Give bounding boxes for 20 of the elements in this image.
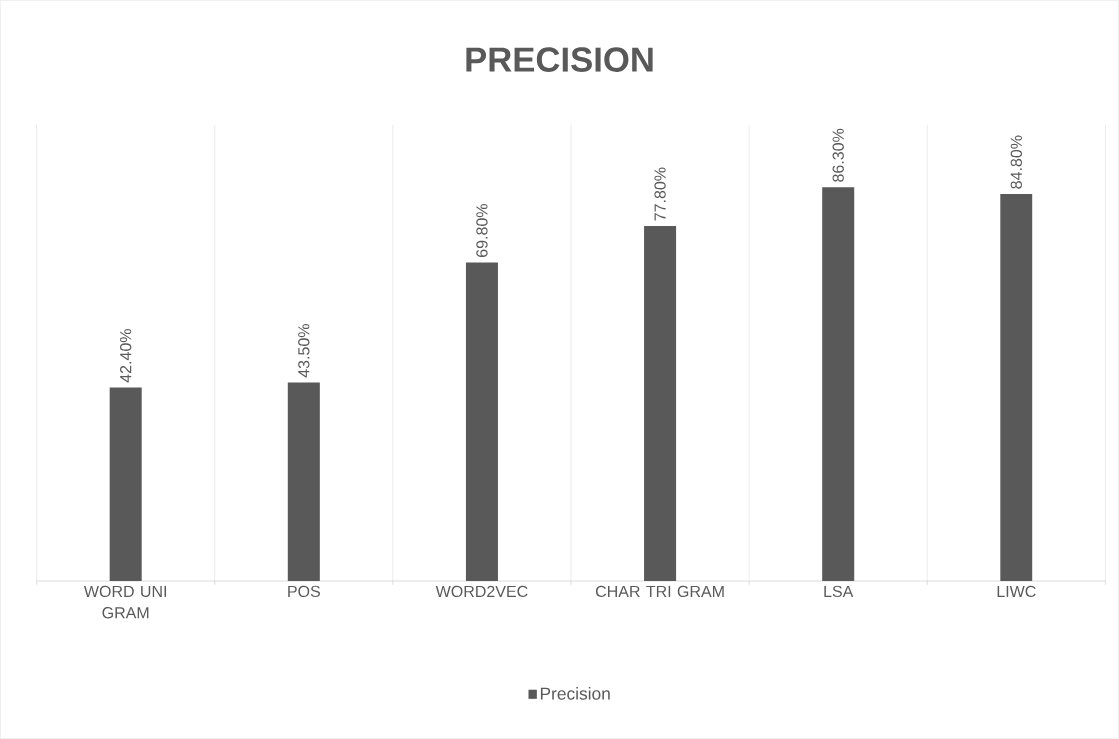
data-label: 77.80% <box>654 167 666 221</box>
bar <box>465 262 498 582</box>
data-label: 43.50% <box>298 324 310 378</box>
x-tick-label: POS <box>288 585 320 598</box>
legend-label: Precision <box>540 687 610 700</box>
bar <box>1000 194 1033 582</box>
data-label: 86.30% <box>832 128 844 182</box>
x-tick-label: CHAR TRI GRAM <box>595 585 724 598</box>
x-tick-label: WORD UNI GRAM <box>83 585 167 619</box>
chart-title: PRECISION <box>466 47 653 73</box>
bar <box>109 387 142 582</box>
bar <box>287 382 320 582</box>
x-tick-label: WORD2VEC <box>435 585 528 598</box>
data-label: 42.40% <box>120 329 132 383</box>
data-label: 69.80% <box>476 204 488 258</box>
x-tick-label: LIWC <box>997 585 1036 598</box>
bar <box>822 187 855 582</box>
data-label: 84.80% <box>1010 135 1022 189</box>
bar <box>644 226 677 582</box>
x-tick-label: LSA <box>824 585 854 598</box>
